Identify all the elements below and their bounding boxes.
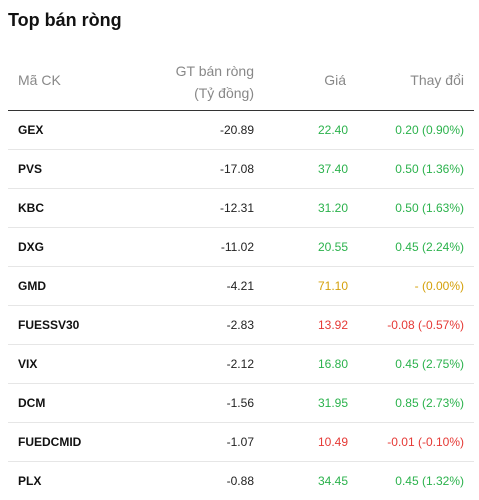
widget-title: Top bán ròng bbox=[8, 10, 122, 30]
stock-code[interactable]: GEX bbox=[18, 123, 44, 137]
net-sell-value: -4.21 bbox=[226, 279, 254, 293]
stock-code[interactable]: FUEDCMID bbox=[18, 435, 82, 449]
net-sell-value: -1.56 bbox=[226, 396, 254, 410]
header-stock-code: Mã CK bbox=[18, 72, 61, 88]
table-row[interactable]: DXG -11.02 20.55 0.45 (2.24%) bbox=[8, 228, 474, 267]
net-sell-value: -12.31 bbox=[219, 201, 254, 215]
stock-code[interactable]: PVS bbox=[18, 162, 43, 176]
net-sell-value: -2.83 bbox=[226, 318, 254, 332]
net-sell-value: -0.88 bbox=[226, 474, 254, 488]
price-change: -0.08 (-0.57%) bbox=[387, 318, 464, 332]
price-change: 0.20 (0.90%) bbox=[395, 123, 464, 137]
stock-code[interactable]: DXG bbox=[18, 240, 45, 254]
stock-code[interactable]: DCM bbox=[18, 396, 46, 410]
net-sell-value: -20.89 bbox=[219, 123, 254, 137]
price: 31.95 bbox=[317, 396, 348, 410]
header-price: Giá bbox=[324, 72, 346, 88]
price-change: 0.45 (1.32%) bbox=[395, 474, 464, 488]
price: 71.10 bbox=[317, 279, 348, 293]
header-net-sell-value-line2: (Tỷ đồng) bbox=[194, 85, 254, 101]
price: 10.49 bbox=[317, 435, 348, 449]
price-change: 0.45 (2.24%) bbox=[395, 240, 464, 254]
net-sell-value: -2.12 bbox=[226, 357, 254, 371]
header-net-sell-value: GT bán ròng (Tỷ đồng) bbox=[176, 60, 254, 104]
price: 37.40 bbox=[317, 162, 348, 176]
price: 31.20 bbox=[317, 201, 348, 215]
net-sell-value: -17.08 bbox=[219, 162, 254, 176]
stock-code[interactable]: VIX bbox=[18, 357, 38, 371]
table-row[interactable]: FUESSV30 -2.83 13.92 -0.08 (-0.57%) bbox=[8, 306, 474, 345]
net-sell-value: -11.02 bbox=[220, 240, 254, 254]
table-row[interactable]: DCM -1.56 31.95 0.85 (2.73%) bbox=[8, 384, 474, 423]
stock-code[interactable]: PLX bbox=[18, 474, 42, 488]
table-row[interactable]: FUEDCMID -1.07 10.49 -0.01 (-0.10%) bbox=[8, 423, 474, 462]
price-change: - (0.00%) bbox=[414, 279, 464, 293]
table-row[interactable]: GEX -20.89 22.40 0.20 (0.90%) bbox=[8, 111, 474, 150]
price: 16.80 bbox=[317, 357, 348, 371]
price-change: 0.50 (1.63%) bbox=[395, 201, 464, 215]
price-change: 0.50 (1.36%) bbox=[395, 162, 464, 176]
table-row[interactable]: GMD -4.21 71.10 - (0.00%) bbox=[8, 267, 474, 306]
table-row[interactable]: KBC -12.31 31.20 0.50 (1.63%) bbox=[8, 189, 474, 228]
price: 22.40 bbox=[317, 123, 348, 137]
stock-code[interactable]: GMD bbox=[18, 279, 46, 293]
table-row[interactable]: PVS -17.08 37.40 0.50 (1.36%) bbox=[8, 150, 474, 189]
stock-code[interactable]: FUESSV30 bbox=[18, 318, 80, 332]
stock-code[interactable]: KBC bbox=[18, 201, 44, 215]
header-change: Thay đổi bbox=[410, 72, 464, 88]
header-net-sell-value-line1: GT bán ròng bbox=[175, 63, 254, 79]
price: 34.45 bbox=[317, 474, 348, 488]
price: 13.92 bbox=[317, 318, 348, 332]
price: 20.55 bbox=[317, 240, 348, 254]
table-row[interactable]: VIX -2.12 16.80 0.45 (2.75%) bbox=[8, 345, 474, 384]
price-change: 0.85 (2.73%) bbox=[395, 396, 464, 410]
table-body: GEX -20.89 22.40 0.20 (0.90%) PVS -17.08 37.40… bbox=[8, 111, 474, 500]
price-change: 0.45 (2.75%) bbox=[395, 357, 464, 371]
price-change: -0.01 (-0.10%) bbox=[387, 435, 464, 449]
table-header: Mã CK GT bán ròng (Tỷ đồng) Giá Thay đổi bbox=[8, 56, 474, 111]
table-row[interactable]: PLX -0.88 34.45 0.45 (1.32%) bbox=[8, 462, 474, 500]
net-sell-value: -1.07 bbox=[226, 435, 254, 449]
